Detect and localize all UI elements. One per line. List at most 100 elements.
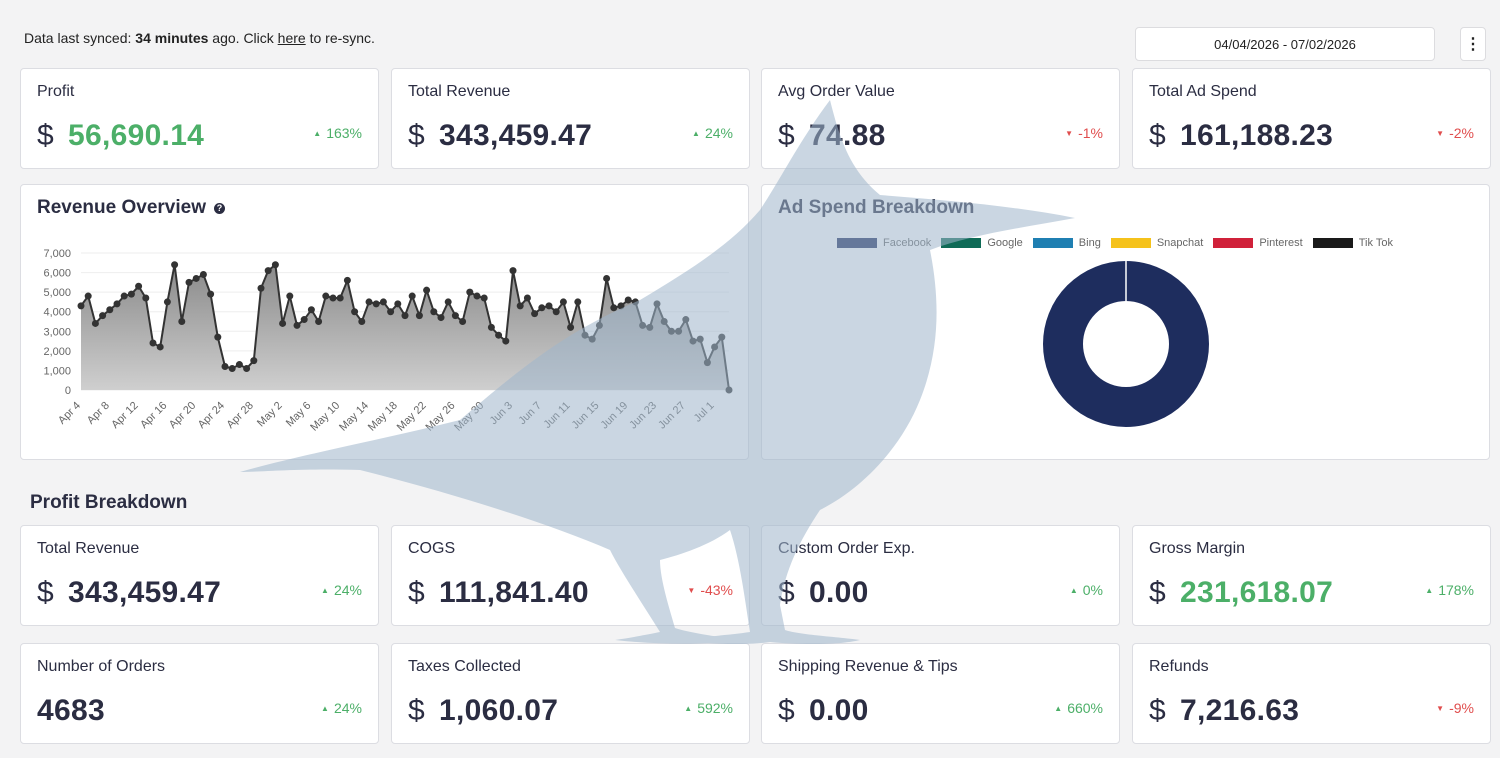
revenue-point[interactable] <box>473 292 481 300</box>
currency-symbol: $ <box>37 119 54 152</box>
revenue-point[interactable] <box>279 319 287 327</box>
revenue-point[interactable] <box>156 343 164 351</box>
revenue-point[interactable] <box>682 316 690 324</box>
revenue-point[interactable] <box>711 343 719 351</box>
revenue-point[interactable] <box>574 298 582 306</box>
revenue-point[interactable] <box>480 294 488 302</box>
revenue-point[interactable] <box>185 278 193 286</box>
revenue-point[interactable] <box>315 318 323 325</box>
revenue-point[interactable] <box>394 300 402 308</box>
revenue-point[interactable] <box>487 323 495 331</box>
revenue-point[interactable] <box>430 308 438 316</box>
revenue-point[interactable] <box>523 294 531 302</box>
revenue-area <box>81 264 729 390</box>
revenue-point[interactable] <box>365 298 373 306</box>
revenue-point[interactable] <box>113 300 121 308</box>
revenue-point[interactable] <box>207 290 215 298</box>
revenue-point[interactable] <box>351 308 359 316</box>
revenue-point[interactable] <box>264 267 272 275</box>
revenue-point[interactable] <box>228 364 236 372</box>
revenue-point[interactable] <box>307 306 315 314</box>
revenue-point[interactable] <box>379 298 387 306</box>
revenue-point[interactable] <box>610 304 618 312</box>
revenue-point[interactable] <box>343 276 351 284</box>
revenue-point[interactable] <box>127 290 135 298</box>
revenue-point[interactable] <box>135 282 143 290</box>
revenue-point[interactable] <box>495 331 503 339</box>
revenue-point[interactable] <box>293 321 301 329</box>
revenue-point[interactable] <box>329 294 337 302</box>
revenue-point[interactable] <box>567 323 575 331</box>
revenue-point[interactable] <box>408 292 416 300</box>
revenue-point[interactable] <box>603 274 611 282</box>
revenue-point[interactable] <box>178 318 186 325</box>
revenue-point[interactable] <box>300 316 308 324</box>
revenue-point[interactable] <box>336 294 344 302</box>
revenue-point[interactable] <box>718 333 726 341</box>
revenue-point[interactable] <box>149 339 157 347</box>
revenue-point[interactable] <box>437 314 445 322</box>
revenue-point[interactable] <box>502 337 510 345</box>
revenue-point[interactable] <box>531 310 539 318</box>
revenue-point[interactable] <box>257 284 265 292</box>
revenue-point[interactable] <box>423 286 431 294</box>
revenue-point[interactable] <box>667 327 675 335</box>
legend-item[interactable]: Snapchat <box>1110 237 1203 249</box>
revenue-point[interactable] <box>91 319 99 327</box>
revenue-point[interactable] <box>538 304 546 312</box>
resync-link[interactable]: here <box>277 30 306 46</box>
revenue-point[interactable] <box>387 308 395 316</box>
revenue-point[interactable] <box>415 312 423 320</box>
revenue-point[interactable] <box>163 298 171 306</box>
revenue-point[interactable] <box>595 321 603 329</box>
revenue-point[interactable] <box>660 318 668 325</box>
revenue-point[interactable] <box>250 357 258 365</box>
legend-item[interactable]: Tik Tok <box>1312 237 1393 249</box>
revenue-point[interactable] <box>235 361 243 369</box>
revenue-point[interactable] <box>271 261 279 269</box>
revenue-point[interactable] <box>624 296 632 304</box>
revenue-point[interactable] <box>459 318 467 325</box>
revenue-point[interactable] <box>358 318 366 325</box>
revenue-point[interactable] <box>675 327 683 335</box>
revenue-point[interactable] <box>509 267 517 275</box>
revenue-point[interactable] <box>631 298 639 306</box>
date-range-picker[interactable]: 04/04/2026 - 07/02/2026 <box>1135 27 1435 61</box>
revenue-point[interactable] <box>286 292 294 300</box>
revenue-point[interactable] <box>221 363 229 371</box>
revenue-point[interactable] <box>77 302 85 310</box>
revenue-point[interactable] <box>689 337 697 345</box>
revenue-point[interactable] <box>588 335 596 343</box>
revenue-point[interactable] <box>106 306 114 314</box>
revenue-point[interactable] <box>401 312 409 320</box>
revenue-point[interactable] <box>322 292 330 300</box>
revenue-point[interactable] <box>99 312 107 320</box>
revenue-point[interactable] <box>444 298 452 306</box>
legend-item[interactable]: Pinterest <box>1213 237 1303 249</box>
revenue-point[interactable] <box>703 359 711 367</box>
revenue-point[interactable] <box>552 308 560 316</box>
revenue-point[interactable] <box>214 333 222 341</box>
revenue-point[interactable] <box>581 331 589 339</box>
revenue-point[interactable] <box>451 312 459 320</box>
revenue-point[interactable] <box>142 294 150 302</box>
more-options-icon[interactable]: ⋮ <box>1460 27 1486 61</box>
revenue-point[interactable] <box>243 364 251 372</box>
revenue-point[interactable] <box>372 300 380 308</box>
revenue-point[interactable] <box>120 292 128 300</box>
revenue-point[interactable] <box>639 321 647 329</box>
revenue-point[interactable] <box>199 271 207 279</box>
revenue-point[interactable] <box>617 302 625 310</box>
revenue-point[interactable] <box>653 300 661 308</box>
revenue-point[interactable] <box>725 386 733 394</box>
revenue-point[interactable] <box>84 292 92 300</box>
revenue-point[interactable] <box>545 302 553 310</box>
revenue-point[interactable] <box>192 274 200 282</box>
revenue-point[interactable] <box>696 335 704 343</box>
help-icon[interactable]: ? <box>213 203 225 214</box>
revenue-point[interactable] <box>171 261 179 269</box>
revenue-point[interactable] <box>516 302 524 310</box>
revenue-point[interactable] <box>559 298 567 306</box>
revenue-point[interactable] <box>466 288 474 296</box>
revenue-point[interactable] <box>646 323 654 331</box>
